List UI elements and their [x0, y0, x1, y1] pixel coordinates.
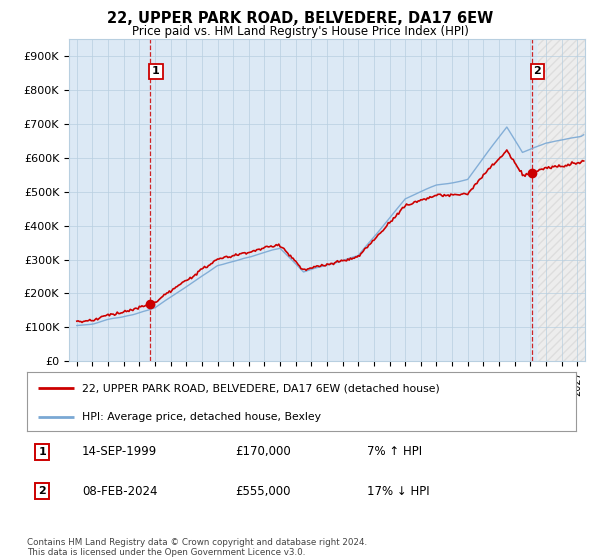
Text: 22, UPPER PARK ROAD, BELVEDERE, DA17 6EW (detached house): 22, UPPER PARK ROAD, BELVEDERE, DA17 6EW… — [82, 383, 440, 393]
Text: Price paid vs. HM Land Registry's House Price Index (HPI): Price paid vs. HM Land Registry's House … — [131, 25, 469, 38]
Text: 08-FEB-2024: 08-FEB-2024 — [82, 485, 157, 498]
Text: HPI: Average price, detached house, Bexley: HPI: Average price, detached house, Bexl… — [82, 412, 321, 422]
Text: Contains HM Land Registry data © Crown copyright and database right 2024.
This d: Contains HM Land Registry data © Crown c… — [27, 538, 367, 557]
Text: £170,000: £170,000 — [236, 445, 292, 459]
Text: £555,000: £555,000 — [236, 485, 291, 498]
Text: 14-SEP-1999: 14-SEP-1999 — [82, 445, 157, 459]
Text: 17% ↓ HPI: 17% ↓ HPI — [367, 485, 430, 498]
Text: 2: 2 — [38, 486, 46, 496]
Text: 2: 2 — [533, 66, 541, 76]
Text: 1: 1 — [38, 447, 46, 457]
Bar — [538, 39, 585, 361]
Text: 1: 1 — [152, 66, 160, 76]
Text: 22, UPPER PARK ROAD, BELVEDERE, DA17 6EW: 22, UPPER PARK ROAD, BELVEDERE, DA17 6EW — [107, 11, 493, 26]
Bar — [538, 39, 585, 361]
Text: 7% ↑ HPI: 7% ↑ HPI — [367, 445, 422, 459]
